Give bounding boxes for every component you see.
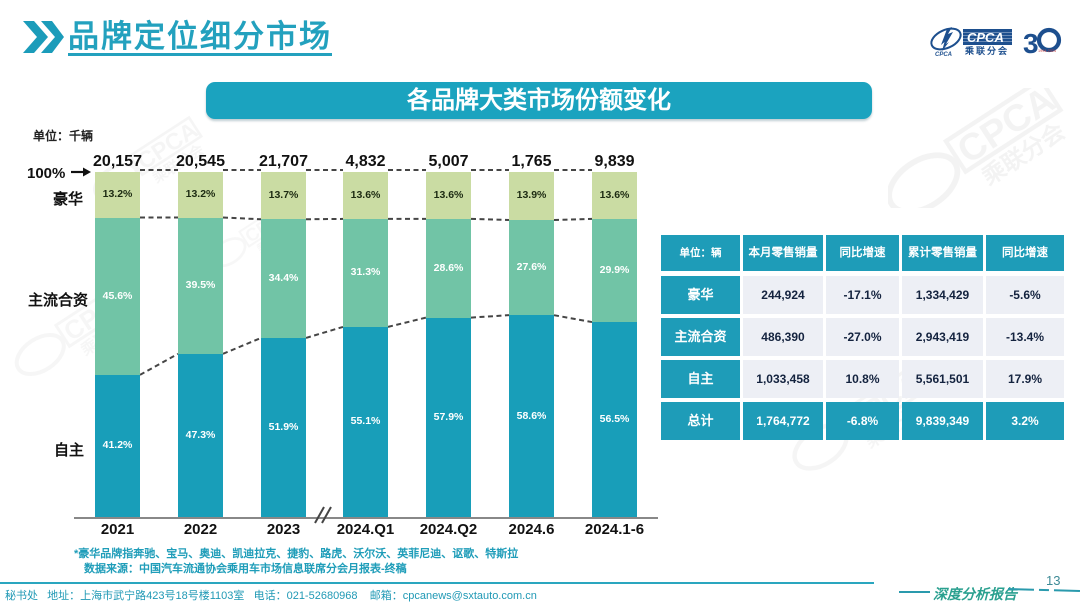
svg-text:CPCA: CPCA bbox=[967, 30, 1004, 45]
svg-text:CPCA: CPCA bbox=[935, 52, 952, 58]
svg-text:1994-2024: 1994-2024 bbox=[1038, 49, 1056, 53]
svg-text:3: 3 bbox=[1023, 28, 1039, 59]
svg-text:乘联分会: 乘联分会 bbox=[964, 45, 1009, 56]
